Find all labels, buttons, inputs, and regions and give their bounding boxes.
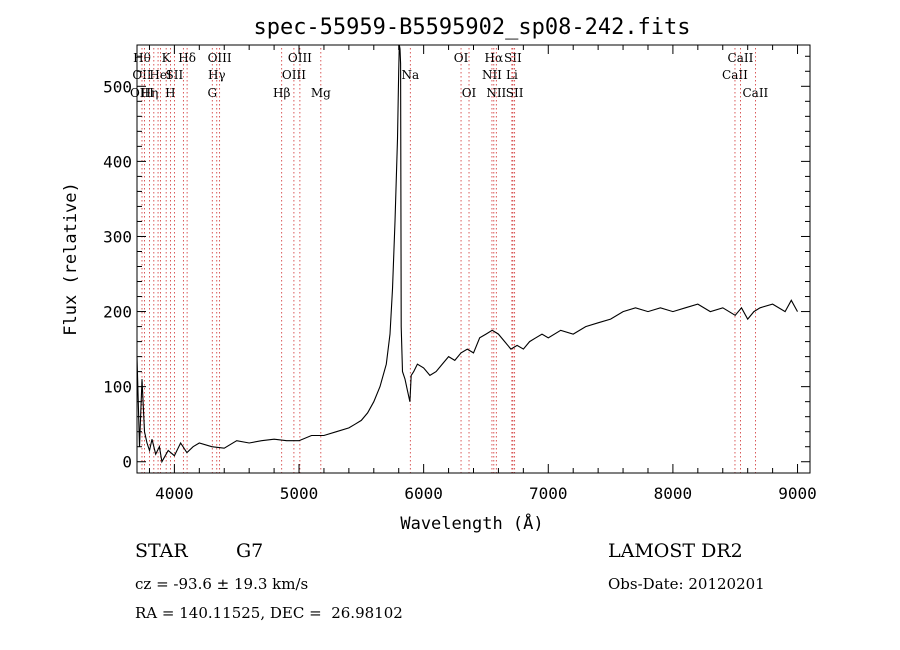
line-label: Na <box>401 68 419 82</box>
redshift-cz: cz = -93.6 ± 19.3 km/s <box>135 575 309 593</box>
line-label: Hα <box>485 51 504 65</box>
line-label: K <box>162 51 172 65</box>
sky-coordinates: RA = 140.11525, DEC = 26.98102 <box>135 604 403 622</box>
y-tick-label: 400 <box>103 152 132 171</box>
line-label: NII <box>486 86 506 100</box>
x-tick-label: 5000 <box>280 484 319 503</box>
x-tick-label: 4000 <box>155 484 194 503</box>
line-label: Hδ <box>178 51 196 65</box>
line-label: NII <box>482 68 502 82</box>
x-tick-label: 8000 <box>654 484 693 503</box>
y-tick-label: 100 <box>103 378 132 397</box>
x-tick-label: 7000 <box>529 484 568 503</box>
x-tick-label: 6000 <box>404 484 443 503</box>
line-label: CaII <box>728 51 754 65</box>
line-label: Li <box>506 68 518 82</box>
line-label: H <box>165 86 175 100</box>
y-tick-label: 500 <box>103 77 132 96</box>
y-axis: 0 100 200 300 400 500 <box>103 55 810 472</box>
line-label: CaII <box>722 68 748 82</box>
line-label: SII <box>506 86 524 100</box>
line-label: OI <box>454 51 469 65</box>
line-label: CaII <box>742 86 768 100</box>
line-label: Hθ <box>133 51 151 65</box>
line-label: OIII <box>208 51 232 65</box>
line-label: OIII <box>130 86 154 100</box>
line-label: SII <box>166 68 184 82</box>
line-label: OIII <box>282 68 306 82</box>
y-tick-label: 200 <box>103 303 132 322</box>
line-label: OIII <box>288 51 312 65</box>
line-label: SII <box>504 51 522 65</box>
y-tick-label: 300 <box>103 227 132 246</box>
x-tick-label: 9000 <box>778 484 817 503</box>
survey-name: LAMOST DR2 <box>608 540 743 562</box>
spectral-line-markers: HθOIIOIIIHηHeIKHSIIHδGHγOIIIHβOIIIOIIIMg… <box>130 48 769 473</box>
line-label: OI <box>462 86 477 100</box>
series-line-flux <box>136 44 798 464</box>
y-axis-label: Flux (relative) <box>61 182 81 336</box>
line-label: G <box>207 86 217 100</box>
observation-date: Obs-Date: 20120201 <box>608 575 765 593</box>
line-label: HeI <box>149 68 172 82</box>
line-label: Hη <box>141 86 159 100</box>
x-axis-label: Wavelength (Å) <box>400 512 543 534</box>
line-label: Hγ <box>208 68 226 82</box>
object-class: STAR <box>135 540 188 562</box>
y-tick-label: 0 <box>122 453 132 472</box>
line-label: Hβ <box>273 86 290 100</box>
object-subclass: G7 <box>236 540 264 562</box>
line-label: Mg <box>311 86 331 100</box>
plot-frame <box>136 44 811 474</box>
chart-title: spec-55959-B5595902_sp08-242.fits <box>253 15 690 40</box>
x-axis: 4000 5000 6000 7000 8000 9000 <box>148 45 817 503</box>
